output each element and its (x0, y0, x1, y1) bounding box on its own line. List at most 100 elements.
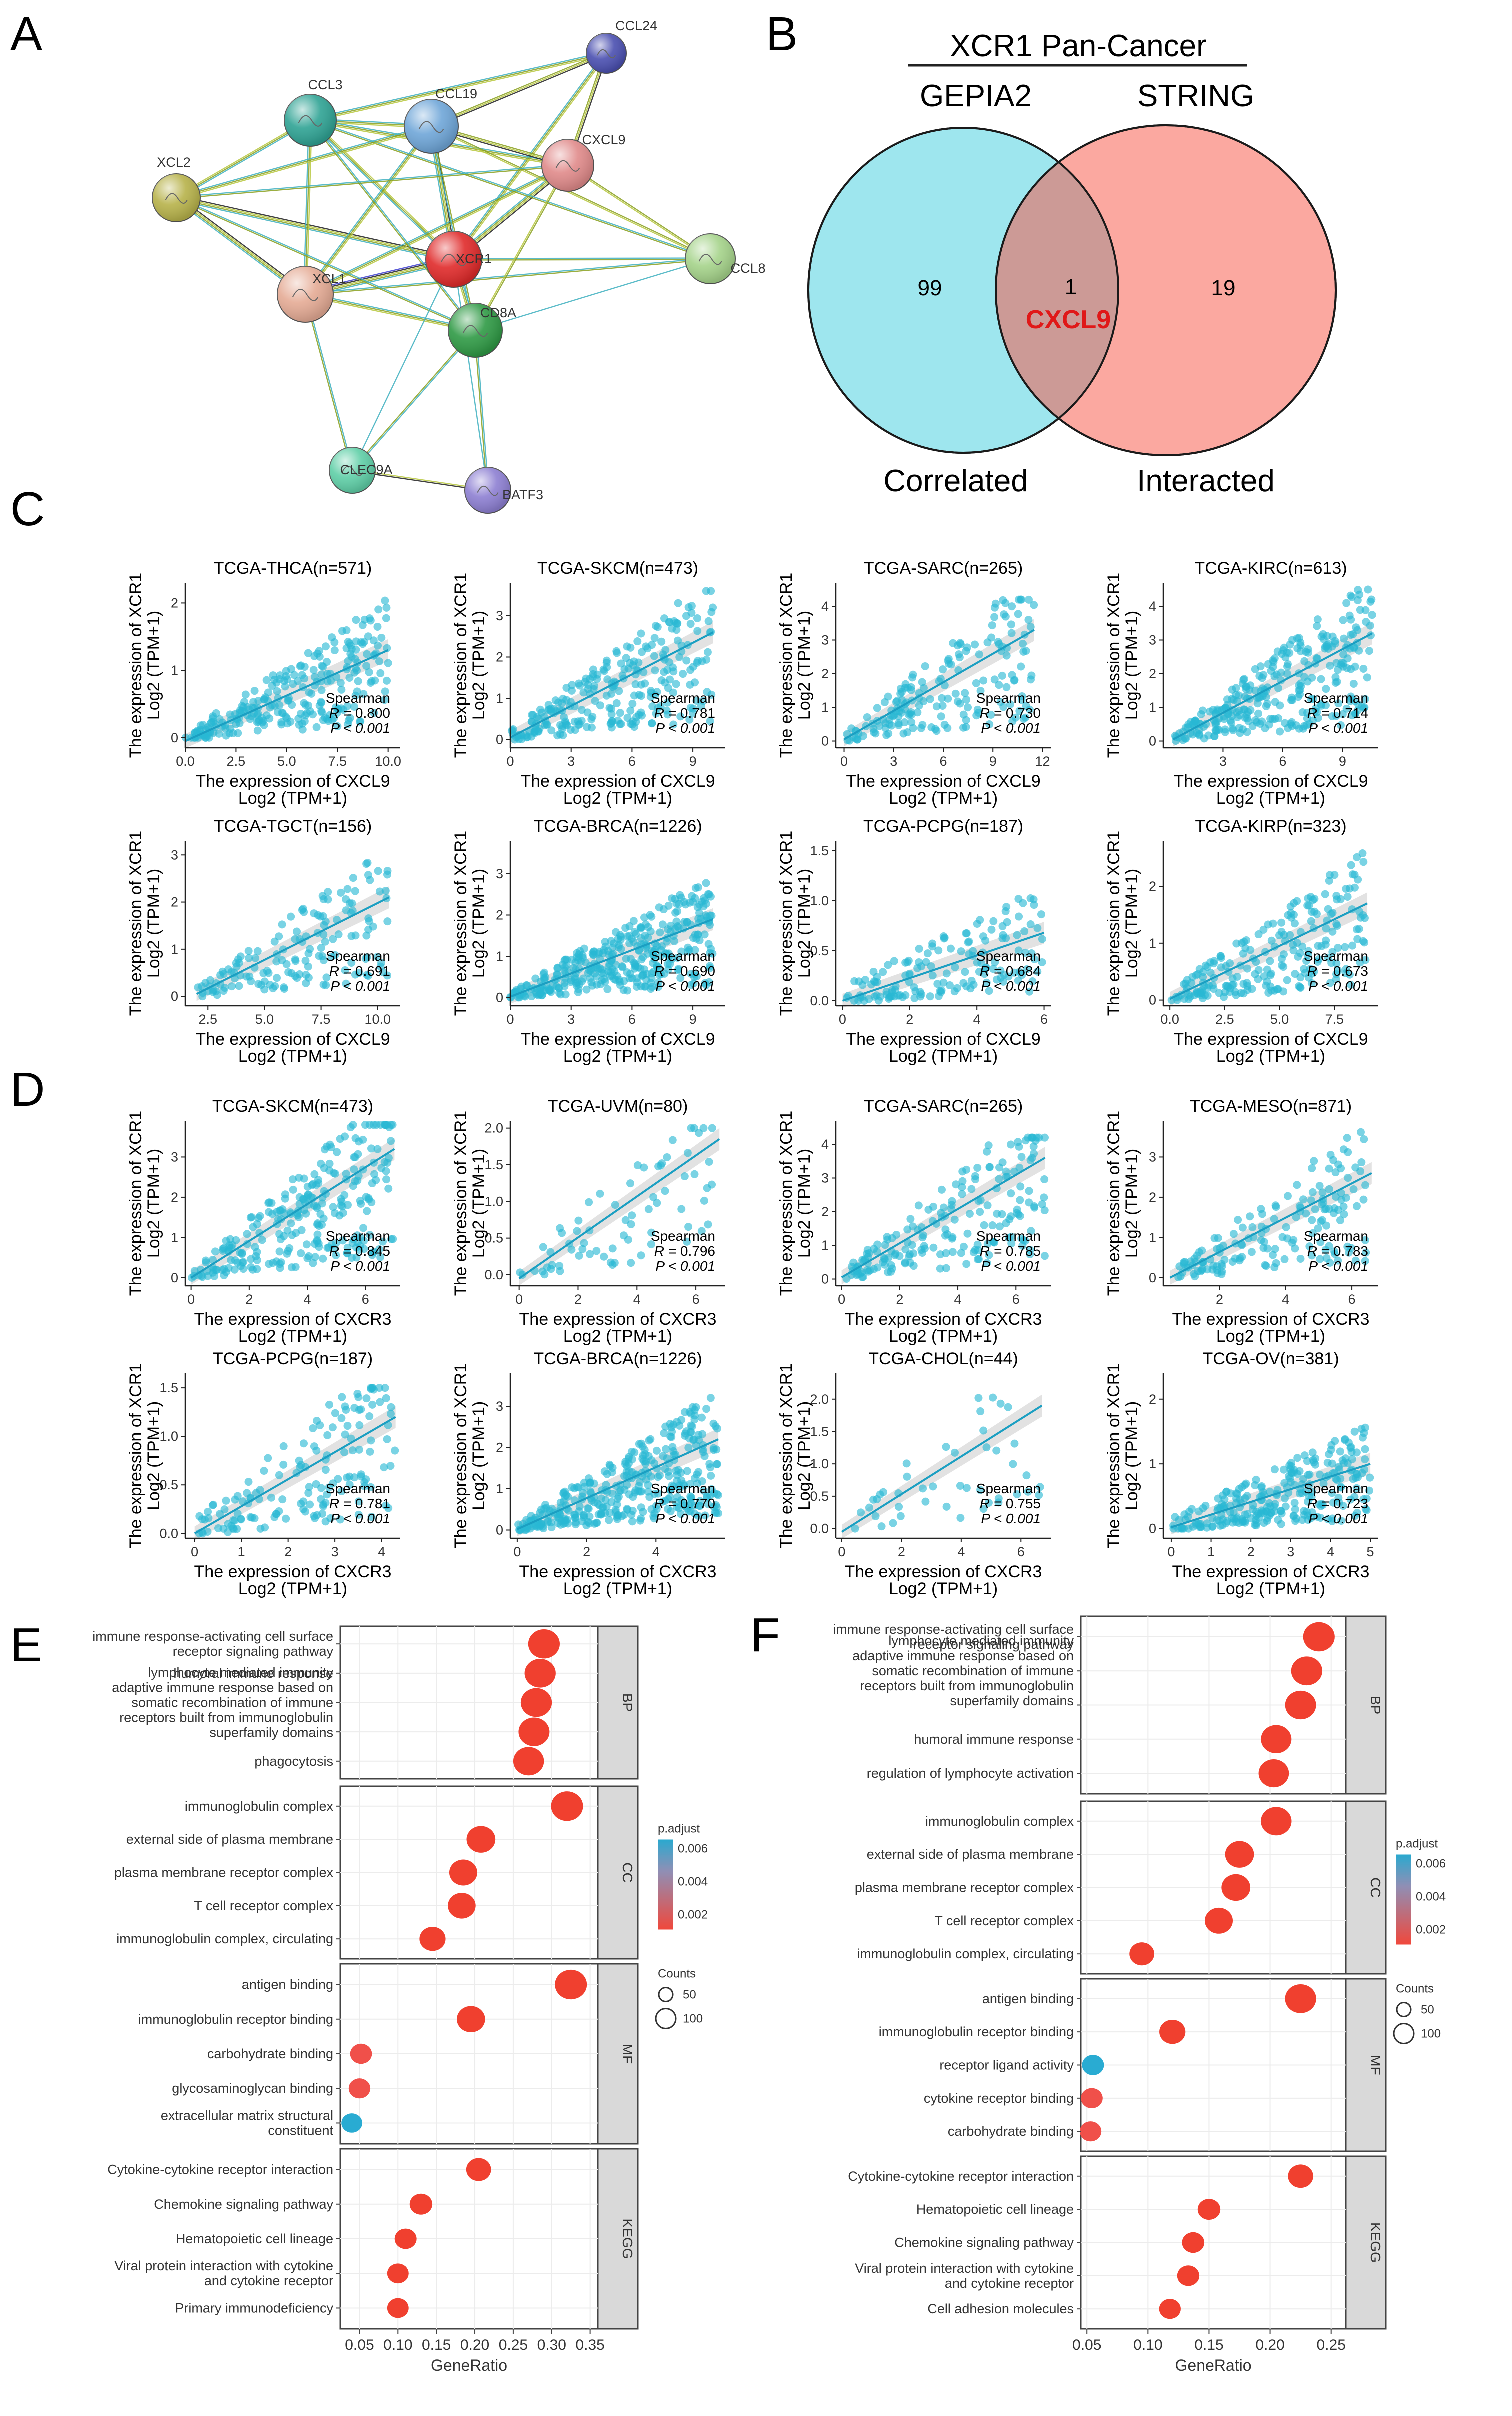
scatter-point (387, 1137, 395, 1145)
scatter-point (1302, 957, 1311, 965)
network-node: CD8A (448, 303, 516, 358)
scatter-point (1336, 1216, 1344, 1224)
scatter-point (369, 1385, 378, 1394)
scatter-point (320, 1164, 328, 1172)
scatter-point (321, 1145, 329, 1154)
scatter-point (1258, 674, 1266, 682)
scatter-point (318, 1220, 326, 1229)
scatter-point (318, 952, 327, 960)
scatter-point (298, 719, 306, 728)
scatter-point (1322, 685, 1330, 693)
scatter-point (376, 1121, 385, 1129)
scatter-point (640, 1457, 648, 1465)
scatter-point (574, 717, 582, 726)
scatter-point (706, 1463, 715, 1472)
scatter-point (1266, 1502, 1275, 1511)
scatter-y-tick-label: 1 (496, 1481, 503, 1496)
scatter-point (690, 1170, 699, 1178)
dotplot-dot (1182, 2232, 1205, 2253)
scatter-point (585, 1250, 594, 1258)
scatter-y-tick-label: 3 (821, 632, 829, 647)
scatter-y-label: The expression of XCR1 (126, 831, 145, 1016)
scatter-point (231, 1256, 239, 1265)
scatter-y-label: The expression of XCR1 (777, 831, 796, 1016)
scatter-point (260, 1466, 268, 1475)
scatter-point (918, 721, 927, 729)
scatter-point (1254, 930, 1263, 939)
scatter-point (953, 984, 961, 992)
scatter-y-tick-label: 3 (496, 608, 503, 623)
scatter-stat-method: Spearman (976, 948, 1041, 964)
scatter-y-tick-label: 0.0 (810, 993, 829, 1008)
scatter-point (662, 706, 671, 715)
scatter-point (383, 917, 392, 926)
scatter-point (674, 599, 682, 607)
scatter-point (1008, 602, 1016, 611)
scatter-point (586, 1487, 595, 1496)
scatter-point (973, 1164, 982, 1172)
scatter-point (383, 867, 392, 875)
scatter-x-tick-label: 2.5 (198, 1012, 217, 1027)
scatter-point (1241, 1518, 1249, 1527)
scatter-point (556, 1267, 564, 1275)
scatter-point (661, 1464, 669, 1473)
scatter-point (929, 1243, 938, 1252)
scatter-point (975, 650, 983, 659)
legend-padjust-tick: 0.002 (678, 1908, 708, 1922)
scatter-point (998, 922, 1007, 930)
scatter-point (382, 1394, 390, 1402)
scatter-point (586, 1479, 594, 1488)
scatter-point (1235, 1485, 1243, 1493)
venn-right-set: STRING (1137, 79, 1254, 113)
scatter-point (1348, 593, 1356, 601)
dotplot-dot (409, 2193, 433, 2215)
scatter-point (901, 991, 910, 999)
scatter-x-unit: Log2 (TPM+1) (238, 789, 347, 808)
scatter-point (300, 1439, 308, 1448)
scatter-point (947, 944, 955, 953)
scatter-y-tick-label: 1.5 (810, 1424, 829, 1439)
scatter-point (231, 1495, 239, 1504)
legend-padjust-title: p.adjust (1396, 1837, 1438, 1851)
scatter-point (687, 1493, 696, 1502)
scatter-point (347, 958, 356, 967)
network-node-structure-icon (292, 289, 319, 301)
scatter-point (988, 1221, 997, 1230)
scatter-point (1021, 1136, 1030, 1145)
scatter-point (1307, 979, 1316, 987)
scatter-point (1290, 1499, 1299, 1507)
scatter-point (964, 938, 972, 947)
scatter-point (995, 1222, 1004, 1231)
scatter-point (298, 671, 306, 679)
scatter-y-tick-label: 0 (1149, 993, 1156, 1008)
scatter-point (1040, 1133, 1049, 1142)
scatter-title: TCGA-PCPG(n=187) (213, 1349, 373, 1368)
scatter-point (1353, 853, 1361, 861)
scatter-point (316, 1210, 325, 1218)
scatter-point (1366, 631, 1375, 640)
scatter-point (1241, 713, 1249, 722)
scatter-point (677, 1205, 686, 1213)
scatter-point (650, 652, 658, 660)
scatter-point (1317, 675, 1325, 683)
scatter-point (260, 985, 269, 994)
scatter-point (1331, 1168, 1340, 1177)
scatter-point (542, 1504, 551, 1512)
scatter-x-tick-label: 0 (840, 754, 848, 769)
legend-counts-title: Counts (658, 1967, 696, 1981)
scatter-point (1026, 675, 1035, 684)
scatter-point (382, 614, 390, 622)
scatter-point (243, 1489, 251, 1497)
scatter-point (705, 1157, 713, 1166)
scatter-y-tick-label: 0 (821, 1272, 829, 1287)
scatter-point (243, 1230, 251, 1238)
scatter-point (1299, 1195, 1307, 1204)
scatter-point (1322, 1221, 1331, 1230)
scatter-point (316, 1421, 324, 1430)
scatter-point (344, 637, 352, 646)
scatter-x-unit: Log2 (TPM+1) (1216, 1579, 1325, 1598)
scatter-point (660, 1429, 668, 1437)
scatter-point (235, 719, 244, 727)
scatter-point (913, 708, 922, 717)
network-edge-line (306, 120, 313, 295)
